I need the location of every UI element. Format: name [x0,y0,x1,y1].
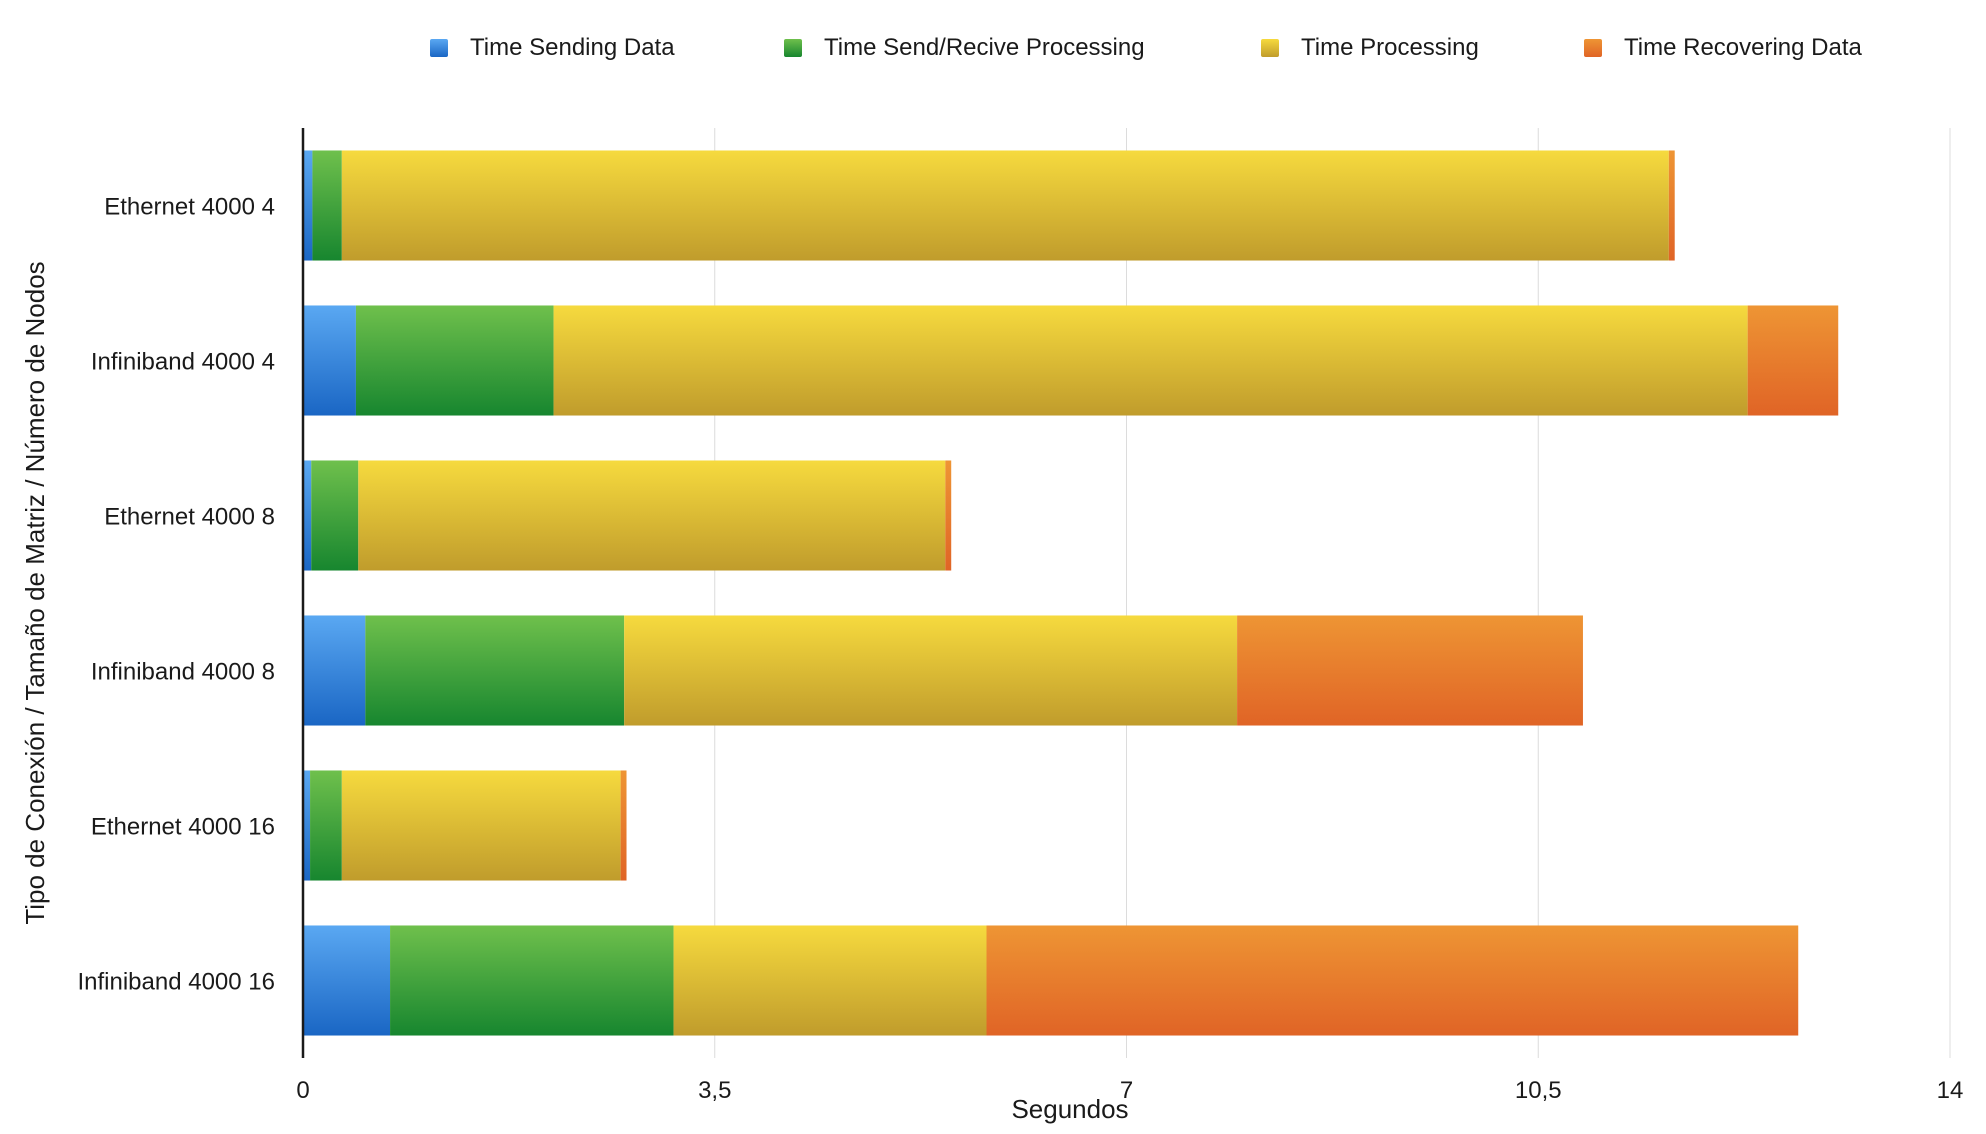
legend-swatch-send-recive [784,39,802,57]
y-tick-label: Infiniband 4000 16 [77,969,275,996]
bar-segment [620,770,627,881]
bar-segment [310,770,342,881]
bar-segment [303,770,311,881]
legend-label-recovering: Time Recovering Data [1624,34,1862,61]
bar-segment [1237,615,1583,726]
bar-segment [303,305,356,416]
bar-segment [303,460,312,571]
x-axis-title: Segundos [1011,1094,1128,1124]
x-tick-label: 0 [296,1077,309,1104]
x-tick-label: 14 [1937,1077,1964,1104]
legend-swatch-processing [1261,39,1279,57]
bar-segment [553,305,1748,416]
legend-label-send-recive: Time Send/Recive Processing [824,34,1145,61]
bar-segment [1747,305,1839,416]
y-axis-title: Tipo de Conexión / Tamaño de Matriz / Nú… [20,261,50,924]
x-tick-label: 3,5 [698,1077,731,1104]
bar-segment [986,925,1799,1036]
bars [303,150,1839,1036]
y-tick-label: Ethernet 4000 16 [91,814,275,841]
x-tick-label: 7 [1120,1077,1133,1104]
bar-segment [355,305,554,416]
bar-segment [624,615,1238,726]
legend-item-send-recive: Time Send/Recive Processing [784,30,1145,66]
bar-segment [358,460,946,571]
gridlines [714,128,1951,1058]
legend-swatch-recovering [1584,39,1602,57]
y-tick-label: Infiniband 4000 4 [91,349,275,376]
bar-segment [673,925,987,1036]
bar-segment [312,150,342,261]
bar-segment [341,150,1669,261]
bar-segment [365,615,625,726]
legend-label-processing: Time Processing [1301,34,1479,61]
bar-segment [303,925,391,1036]
bar-segment [390,925,674,1036]
bar-segment [341,770,621,881]
legend-item-sending: Time Sending Data [430,30,675,66]
chart-legend: Time Sending Data Time Send/Recive Proce… [0,30,1986,70]
axes: 0 3,5 7 10,5 14 Ethernet 4000 4 Infiniband 400… [77,128,1963,1104]
y-tick-label: Ethernet 4000 8 [104,504,275,531]
bar-segment [1668,150,1675,261]
bar-segment [945,460,952,571]
x-tick-label: 10,5 [1515,1077,1562,1104]
y-tick-label: Infiniband 4000 8 [91,659,275,686]
y-tick-label: Ethernet 4000 4 [104,194,275,221]
bar-segment [303,150,313,261]
bar-segment [311,460,359,571]
legend-swatch-sending [430,39,448,57]
bar-segment [303,615,366,726]
legend-label-sending: Time Sending Data [470,34,675,61]
legend-item-recovering: Time Recovering Data [1584,30,1862,66]
legend-item-processing: Time Processing [1261,30,1479,66]
